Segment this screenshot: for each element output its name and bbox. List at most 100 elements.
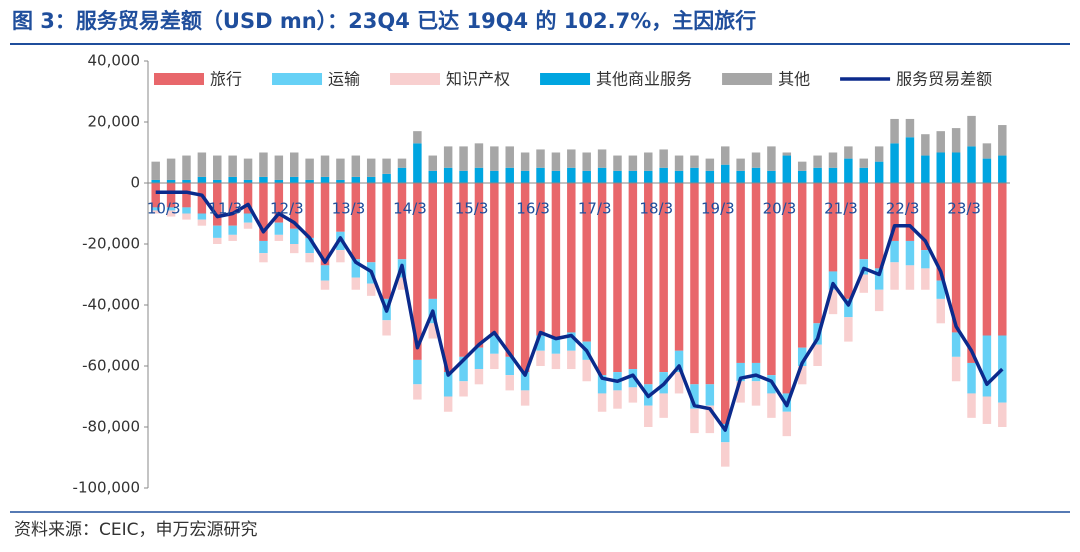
bar-segment (736, 158, 745, 171)
bar-segment (166, 210, 176, 217)
bar-segment (690, 155, 699, 168)
bar-segment (690, 384, 699, 409)
bar-segment (797, 347, 807, 366)
bar-segment (582, 359, 591, 382)
bar-segment (890, 143, 899, 183)
bar-segment (443, 396, 453, 412)
bar-segment (921, 155, 930, 183)
bar-segment (998, 183, 1007, 336)
bar-segment (921, 183, 930, 251)
bar-segment (736, 183, 745, 363)
bar-segment (505, 375, 514, 391)
bar-segment (674, 155, 684, 171)
bar-segment (628, 155, 638, 171)
bar-segment (428, 170, 438, 183)
bar-segment (197, 152, 207, 177)
bar-segment (705, 384, 715, 406)
bar-segment (767, 146, 776, 171)
bar-segment (628, 183, 638, 370)
bar-segment (874, 183, 884, 269)
bar-segment (567, 332, 576, 351)
bar-segment (213, 225, 222, 238)
bar-segment (182, 183, 191, 208)
bar-segment (890, 118, 899, 144)
bar-segment (597, 183, 607, 376)
x-tick-label: 11/3 (208, 200, 242, 218)
bar-segment (613, 183, 622, 373)
bar-segment (243, 158, 253, 180)
bar-segment (351, 155, 361, 177)
bar-segment (613, 170, 622, 183)
bar-segment (828, 271, 838, 290)
bar-segment (443, 146, 453, 168)
x-tick-label: 15/3 (455, 200, 489, 218)
legend-swatch (722, 73, 773, 85)
bar-segment (890, 262, 899, 290)
bar-segment (905, 118, 915, 138)
balance-line (155, 190, 1004, 432)
bar-segment (844, 158, 853, 183)
bar-segment (797, 366, 807, 385)
bar-segment (289, 183, 299, 229)
x-tick-label: 22/3 (886, 200, 920, 218)
bar-segment (982, 396, 992, 424)
bar-segment (243, 213, 253, 223)
bar-segment (305, 183, 314, 238)
bar-segment (644, 170, 653, 183)
x-tick-label: 13/3 (332, 200, 366, 218)
bar-segment (320, 265, 330, 281)
bar-segment (428, 155, 438, 171)
legend-label: 其他 (778, 70, 810, 89)
y-tick-label: 20,000 (88, 113, 141, 131)
bar-segment (874, 289, 884, 312)
bar-segment (213, 179, 222, 183)
bar-segment (520, 390, 530, 406)
bar-segment (505, 167, 514, 183)
bar-segment (582, 152, 591, 171)
bar-segment (597, 375, 607, 394)
bar-segment (967, 362, 976, 394)
bar-segment (982, 183, 992, 336)
bar-segment (813, 167, 822, 183)
legend-swatch (154, 73, 204, 85)
bar-segment (474, 167, 484, 183)
bar-segment (320, 280, 330, 290)
bar-segment (459, 356, 468, 382)
bar-segment (644, 183, 653, 385)
bar-segment (213, 183, 222, 226)
bar-segment (259, 152, 268, 177)
bar-segment (274, 179, 284, 183)
bar-segment (751, 167, 761, 183)
bar-segment (166, 207, 176, 211)
bar-segment (274, 222, 284, 235)
bar-segment (659, 149, 668, 168)
bar-segment (259, 176, 268, 183)
bar-segment (844, 183, 853, 299)
bar-segment (536, 183, 545, 336)
bar-segment (182, 207, 191, 214)
bar-segment (597, 149, 607, 168)
bar-segment (982, 335, 992, 397)
bar-segment (259, 183, 268, 241)
legend-label: 运输 (328, 70, 360, 89)
bar-segment (936, 183, 945, 281)
bar-segment (382, 158, 391, 174)
bar-segment (720, 423, 730, 443)
bar-segment (874, 146, 884, 162)
bar-segment (905, 137, 915, 183)
legend-label: 其他商业服务 (596, 70, 692, 89)
bar-segment (998, 335, 1007, 403)
bar-segment (228, 234, 237, 241)
bar-segment (659, 183, 668, 373)
bar-segment (413, 183, 422, 360)
bar-segment (951, 356, 961, 382)
bar-segment (644, 152, 653, 171)
bar-segment (397, 167, 407, 183)
bar-segment (413, 143, 422, 183)
bar-segment (151, 207, 160, 211)
bar-segment (197, 183, 207, 214)
bar-segment (274, 234, 284, 241)
bar-segment (505, 183, 514, 357)
x-tick-label: 12/3 (270, 200, 304, 218)
bar-segment (720, 164, 730, 183)
